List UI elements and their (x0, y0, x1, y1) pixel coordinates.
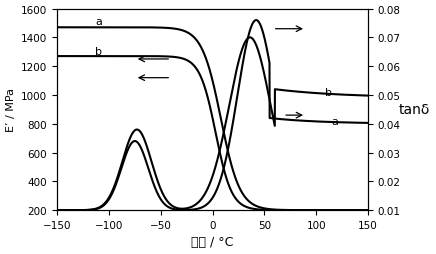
Y-axis label: tanδ: tanδ (399, 103, 430, 117)
Text: b: b (324, 88, 332, 98)
Text: a: a (95, 17, 102, 27)
Y-axis label: E’ / MPa: E’ / MPa (6, 88, 16, 132)
Text: b: b (95, 47, 102, 57)
Text: a: a (332, 116, 339, 126)
X-axis label: 温度 / °C: 温度 / °C (191, 235, 234, 248)
